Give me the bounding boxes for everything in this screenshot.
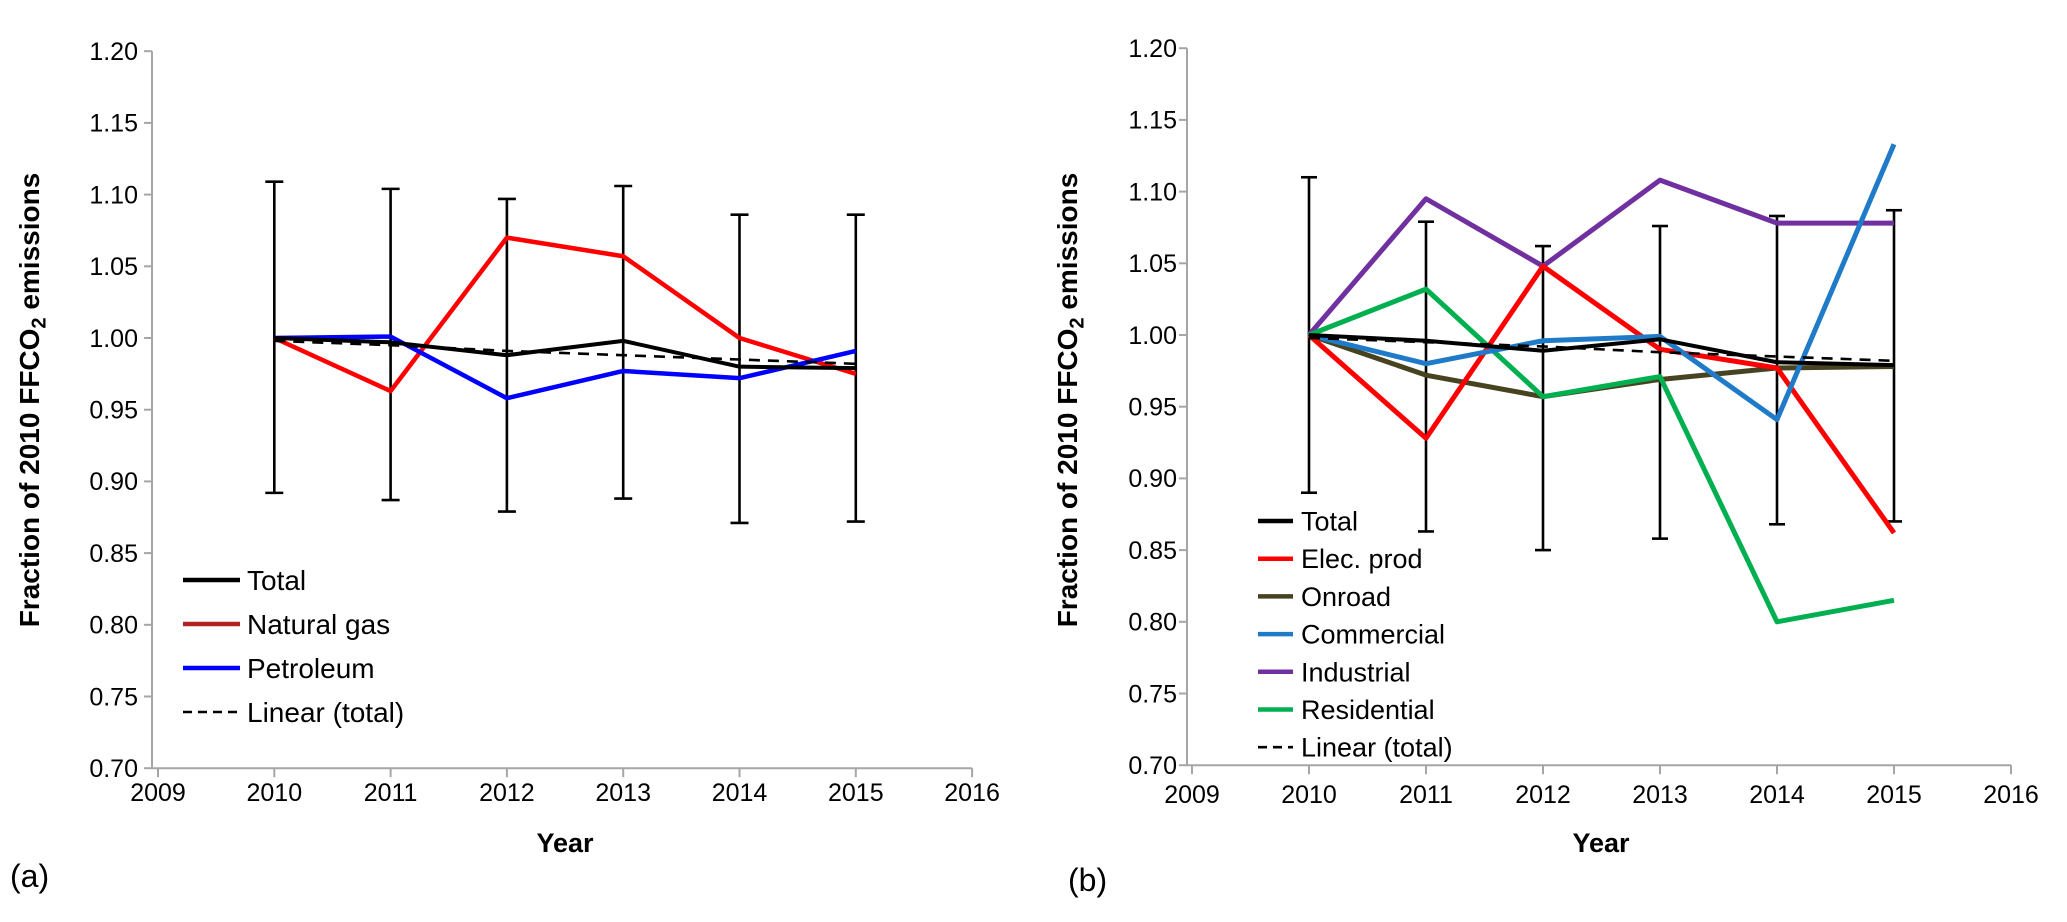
series-line-commercial — [1308, 143, 1897, 423]
legend-label: Residential — [1301, 695, 1435, 725]
legend-label: Natural gas — [247, 609, 390, 640]
x-tick-label: 2009 — [1164, 781, 1220, 809]
series-line-total — [1308, 333, 1895, 368]
y-axis-title-sub: 2 — [28, 317, 51, 329]
x-tick-label: 2015 — [828, 779, 884, 807]
y-tick-label: 0.95 — [89, 396, 138, 424]
y-tick-label: 0.90 — [89, 468, 138, 496]
x-tick-label: 2016 — [944, 779, 1000, 807]
y-tick-label: 1.20 — [89, 38, 138, 66]
y-tick-label: 1.00 — [1128, 322, 1177, 350]
y-tick-label: 0.90 — [1128, 465, 1177, 493]
legend-item-linear-total-: Linear (total) — [1258, 733, 1453, 763]
error-bar — [730, 213, 749, 525]
y-tick-label: 1.20 — [1128, 35, 1177, 63]
x-tick-label: 2016 — [1983, 781, 2039, 809]
legend-item-linear-total-: Linear (total) — [183, 697, 404, 728]
y-tick-label: 1.00 — [89, 325, 138, 353]
legend-item-petroleum: Petroleum — [183, 653, 375, 684]
y-tick-label: 0.75 — [1128, 680, 1177, 708]
x-tick-label: 2013 — [595, 779, 651, 807]
legend-label: Linear (total) — [1301, 733, 1453, 763]
y-tick-label: 0.80 — [89, 612, 138, 640]
y-axis-title-text: Fraction of 2010 FFCO — [14, 328, 45, 628]
panel: 0.70 0.75 0.80 0.85 0.90 0.95 1.00 1.05 1.10 1.15… — [89, 38, 1000, 807]
series-line-natural-gas — [273, 235, 857, 394]
y-axis-title-text: Fraction of 2010 FFCO — [1052, 328, 1083, 628]
y-axis-title-a: Fraction of 2010 FFCO2 emissions — [14, 90, 54, 710]
panel-label-a: (a) — [10, 858, 50, 894]
y-axis-title-sub: 2 — [1066, 317, 1089, 329]
legend-item-natural-gas: Natural gas — [183, 609, 390, 640]
y-tick-label: 0.70 — [89, 755, 138, 783]
y-tick-label: 0.85 — [89, 540, 138, 568]
y-tick-label: 1.15 — [89, 110, 138, 138]
legend-label: Elec. prod — [1301, 544, 1423, 574]
y-tick-label: 1.05 — [89, 253, 138, 281]
x-tick-label: 2012 — [1515, 781, 1571, 809]
y-tick-label: 1.05 — [1128, 250, 1177, 278]
y-tick-label: 0.95 — [1128, 393, 1177, 421]
legend-item-onroad: Onroad — [1258, 582, 1391, 612]
legend-label: Linear (total) — [247, 697, 404, 728]
x-axis-title-b: Year — [1572, 828, 1630, 858]
y-tick-label: 0.85 — [1128, 537, 1177, 565]
legend-item-commercial: Commercial — [1258, 620, 1445, 650]
x-tick-label: 2010 — [246, 779, 302, 807]
legend-label: Total — [1301, 506, 1358, 536]
legend-label: Onroad — [1301, 582, 1391, 612]
y-tick-label: 1.10 — [89, 181, 138, 209]
legend-item-total: Total — [183, 565, 306, 596]
x-tick-label: 2010 — [1281, 781, 1337, 809]
y-tick-label: 0.70 — [1128, 752, 1177, 780]
series-line-elec-prod — [1307, 263, 1897, 535]
x-axis-title-a: Year — [536, 828, 594, 858]
series-line-total — [274, 336, 856, 371]
y-axis-title-suffix: emissions — [1052, 172, 1083, 318]
legend-label: Industrial — [1301, 657, 1411, 687]
y-axis-title-suffix: emissions — [14, 172, 45, 318]
legend-label: Petroleum — [247, 653, 375, 684]
series-line-residential — [1308, 286, 1895, 625]
legend-item-total: Total — [1258, 506, 1358, 536]
legend-label: Total — [247, 565, 306, 596]
x-tick-label: 2013 — [1632, 781, 1688, 809]
legend-item-residential: Residential — [1258, 695, 1435, 725]
series-line-petroleum — [274, 334, 857, 401]
x-tick-label: 2009 — [130, 779, 186, 807]
x-tick-label: 2011 — [1399, 781, 1453, 809]
x-tick-label: 2015 — [1866, 781, 1922, 809]
legend-item-industrial: Industrial — [1258, 657, 1411, 687]
y-tick-label: 1.10 — [1128, 178, 1177, 206]
panel: 0.70 0.75 0.80 0.85 0.90 0.95 1.00 1.05 1.10 1.15… — [1128, 35, 2038, 809]
series-line-linear-total- — [274, 339, 856, 366]
legend-label: Commercial — [1301, 620, 1445, 650]
y-tick-label: 0.75 — [89, 683, 138, 711]
series-line-industrial — [1307, 177, 1894, 337]
legend-item-elec-prod: Elec. prod — [1258, 544, 1423, 574]
y-axis-title-b: Fraction of 2010 FFCO2 emissions — [1052, 90, 1092, 710]
x-tick-label: 2012 — [479, 779, 535, 807]
series-line-linear-total- — [1308, 336, 1895, 363]
x-tick-label: 2011 — [364, 779, 418, 807]
y-tick-label: 1.15 — [1128, 107, 1177, 135]
x-tick-label: 2014 — [1749, 781, 1805, 809]
panel-label-b: (b) — [1068, 862, 1108, 898]
y-tick-label: 0.80 — [1128, 609, 1177, 637]
x-tick-label: 2014 — [712, 779, 768, 807]
